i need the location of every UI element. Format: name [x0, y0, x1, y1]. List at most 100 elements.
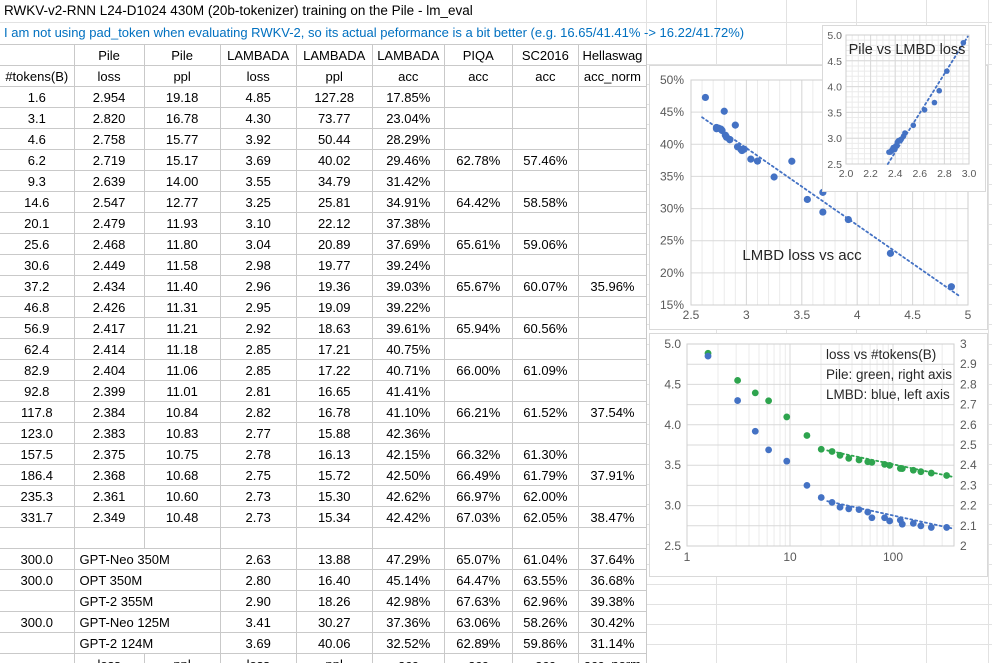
cell[interactable]: 64.42% — [443, 191, 513, 213]
cell[interactable]: OPT 350M — [73, 569, 221, 591]
cell[interactable]: acc — [511, 653, 579, 663]
cell[interactable]: loss — [219, 653, 297, 663]
cell[interactable] — [577, 527, 648, 549]
cell[interactable]: 123.0 — [0, 422, 75, 444]
cell[interactable] — [577, 380, 648, 402]
cell[interactable]: 66.49% — [443, 464, 513, 486]
cell[interactable]: 2.368 — [73, 464, 145, 486]
cell[interactable]: 15.17 — [143, 149, 221, 171]
cell[interactable]: 10.60 — [143, 485, 221, 507]
cell[interactable] — [443, 212, 513, 234]
cell[interactable] — [0, 632, 75, 654]
cell[interactable]: 2.73 — [219, 506, 297, 528]
cell[interactable]: loss — [219, 65, 297, 87]
cell[interactable]: 3.69 — [219, 632, 297, 654]
cell[interactable]: 300.0 — [0, 548, 75, 570]
cell[interactable]: 57.46% — [511, 149, 579, 171]
cell[interactable]: 10.75 — [143, 443, 221, 465]
cell[interactable]: 2.98 — [219, 254, 297, 276]
cell[interactable]: 66.21% — [443, 401, 513, 423]
cell[interactable]: 42.42% — [371, 506, 445, 528]
cell[interactable]: 11.31 — [143, 296, 221, 318]
cell[interactable]: 1.6 — [0, 86, 75, 108]
cell[interactable]: 16.78 — [295, 401, 373, 423]
cell[interactable]: 39.61% — [371, 317, 445, 339]
cell[interactable]: 11.21 — [143, 317, 221, 339]
cell[interactable]: 2.417 — [73, 317, 145, 339]
cell[interactable]: 37.38% — [371, 212, 445, 234]
cell[interactable]: 31.14% — [577, 632, 648, 654]
cell[interactable] — [577, 212, 648, 234]
cell[interactable]: 10.84 — [143, 401, 221, 423]
cell[interactable] — [577, 107, 648, 129]
cell[interactable]: 2.449 — [73, 254, 145, 276]
cell[interactable] — [577, 86, 648, 108]
cell[interactable]: 92.8 — [0, 380, 75, 402]
cell[interactable] — [577, 170, 648, 192]
cell[interactable]: Hellaswag — [577, 44, 648, 66]
cell[interactable]: 34.91% — [371, 191, 445, 213]
cell[interactable]: 30.6 — [0, 254, 75, 276]
cell[interactable]: 37.64% — [577, 548, 648, 570]
cell[interactable]: 58.26% — [511, 611, 579, 633]
cell[interactable]: 39.24% — [371, 254, 445, 276]
cell[interactable]: loss — [73, 65, 145, 87]
cell[interactable]: 63.55% — [511, 569, 579, 591]
cell[interactable]: 2.361 — [73, 485, 145, 507]
cell[interactable]: 65.67% — [443, 275, 513, 297]
cell[interactable]: 2.639 — [73, 170, 145, 192]
cell[interactable]: 16.65 — [295, 380, 373, 402]
cell[interactable] — [371, 527, 445, 549]
cell[interactable]: 2.75 — [219, 464, 297, 486]
cell[interactable]: 4.85 — [219, 86, 297, 108]
cell[interactable]: 2.820 — [73, 107, 145, 129]
cell[interactable]: acc — [371, 653, 445, 663]
cell[interactable] — [577, 485, 648, 507]
sheet-subtitle[interactable]: I am not using pad_token when evaluating… — [4, 25, 745, 40]
cell[interactable]: GPT-2 355M — [73, 590, 221, 612]
cell[interactable]: SC2016 — [511, 44, 579, 66]
cell[interactable]: 17.85% — [371, 86, 445, 108]
cell[interactable]: 19.77 — [295, 254, 373, 276]
cell[interactable]: 45.14% — [371, 569, 445, 591]
cell[interactable]: 62.4 — [0, 338, 75, 360]
cell[interactable]: 11.58 — [143, 254, 221, 276]
cell[interactable]: 331.7 — [0, 506, 75, 528]
cell[interactable]: loss — [73, 653, 145, 663]
cell[interactable]: 3.69 — [219, 149, 297, 171]
cell[interactable]: 2.78 — [219, 443, 297, 465]
cell[interactable] — [0, 44, 75, 66]
cell[interactable] — [577, 443, 648, 465]
cell[interactable]: 2.73 — [219, 485, 297, 507]
cell[interactable]: 14.6 — [0, 191, 75, 213]
cell[interactable]: 16.40 — [295, 569, 373, 591]
cell[interactable]: 62.05% — [511, 506, 579, 528]
cell[interactable]: LAMBADA — [295, 44, 373, 66]
cell[interactable]: 36.68% — [577, 569, 648, 591]
cell[interactable]: 73.77 — [295, 107, 373, 129]
cell[interactable]: 20.89 — [295, 233, 373, 255]
cell[interactable]: 2.80 — [219, 569, 297, 591]
cell[interactable] — [511, 107, 579, 129]
cell[interactable]: 61.79% — [511, 464, 579, 486]
cell[interactable]: 19.18 — [143, 86, 221, 108]
cell[interactable] — [73, 527, 145, 549]
cell[interactable]: acc — [443, 653, 513, 663]
cell[interactable] — [0, 527, 75, 549]
cell[interactable]: 2.85 — [219, 359, 297, 381]
cell[interactable]: 61.04% — [511, 548, 579, 570]
cell[interactable]: 62.78% — [443, 149, 513, 171]
cell[interactable]: 61.52% — [511, 401, 579, 423]
cell[interactable]: 3.55 — [219, 170, 297, 192]
cell[interactable]: 17.22 — [295, 359, 373, 381]
cell[interactable]: 47.29% — [371, 548, 445, 570]
cell[interactable]: 58.58% — [511, 191, 579, 213]
cell[interactable] — [443, 380, 513, 402]
cell[interactable]: 25.6 — [0, 233, 75, 255]
cell[interactable]: 19.09 — [295, 296, 373, 318]
cell[interactable]: acc — [511, 65, 579, 87]
cell[interactable]: 11.01 — [143, 380, 221, 402]
cell[interactable]: 2.82 — [219, 401, 297, 423]
cell[interactable]: 19.36 — [295, 275, 373, 297]
cell[interactable] — [577, 128, 648, 150]
